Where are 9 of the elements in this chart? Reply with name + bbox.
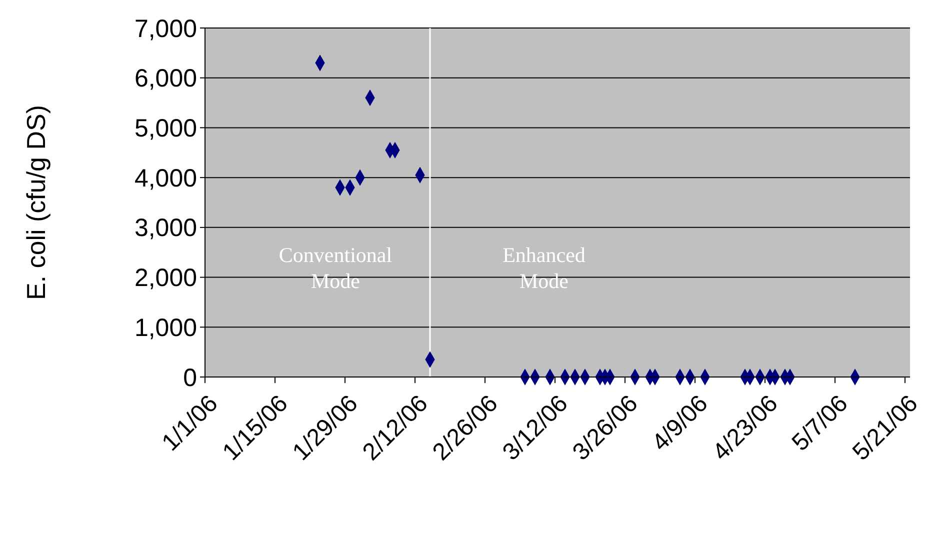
- y-tick-label: 7,000: [134, 14, 197, 43]
- y-tick-label: 4,000: [134, 164, 197, 192]
- y-tick-label: 0: [183, 364, 197, 392]
- y-tick-label: 2,000: [134, 264, 197, 292]
- y-axis-title: E. coli (cfu/g DS): [21, 104, 51, 300]
- y-tick-label: 6,000: [134, 64, 197, 93]
- y-tick-label: 1,000: [134, 314, 197, 342]
- y-tick-label: 5,000: [134, 114, 197, 142]
- y-tick-label: 3,000: [134, 214, 197, 242]
